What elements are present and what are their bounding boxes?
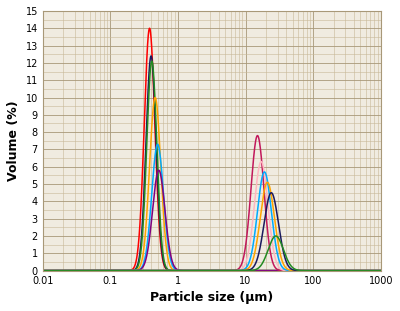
X-axis label: Particle size (μm): Particle size (μm) [150,291,273,304]
Y-axis label: Volume (%): Volume (%) [7,100,20,181]
